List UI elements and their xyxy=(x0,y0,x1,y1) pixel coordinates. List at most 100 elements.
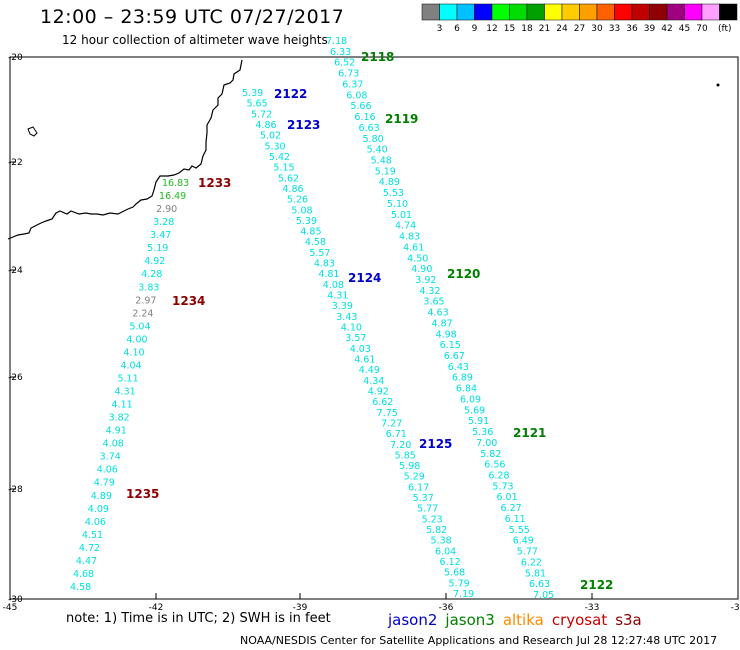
wave-height-value: 16.49 xyxy=(159,191,186,202)
legend-unit: (ft) xyxy=(718,24,732,34)
wave-height-value: 4.09 xyxy=(88,504,109,515)
wave-height-value: 4.61 xyxy=(354,354,375,365)
map-frame xyxy=(9,56,739,600)
wave-height-value: 3.92 xyxy=(415,275,436,286)
wave-height-value: 5.10 xyxy=(387,199,408,210)
wave-height-value: 4.89 xyxy=(379,177,400,188)
wave-height-value: 5.42 xyxy=(269,152,290,163)
legend-swatch xyxy=(544,3,563,21)
legend-swatch xyxy=(666,3,685,21)
legend-label: 24 xyxy=(556,24,568,34)
wave-height-value: 4.58 xyxy=(305,237,326,248)
wave-height-value: 5.39 xyxy=(242,88,263,99)
wave-height-value: 5.77 xyxy=(517,547,538,558)
legend-swatch xyxy=(561,3,580,21)
sensor-altika-label: altika xyxy=(502,611,544,629)
wave-height-value: 5.66 xyxy=(350,101,371,112)
wave-height-value: 4.31 xyxy=(115,387,136,398)
wave-height-value: 3.39 xyxy=(332,301,353,312)
wave-height-value: 6.27 xyxy=(501,503,522,514)
wave-height-value: 6.67 xyxy=(444,351,465,362)
pass-label: 2119 xyxy=(385,112,418,126)
wave-height-value: 6.22 xyxy=(521,557,542,568)
legend-label: 18 xyxy=(521,24,533,34)
wave-height-value: 3.57 xyxy=(345,333,366,344)
wave-height-value: 6.73 xyxy=(338,69,359,80)
wave-height-value: 4.72 xyxy=(79,543,100,554)
lon-tick-label: -39 xyxy=(293,603,308,613)
wave-height-value: 4.06 xyxy=(85,517,106,528)
map-subtitle: 12 hour collection of altimeter wave hei… xyxy=(62,33,328,47)
legend-swatch xyxy=(649,3,668,21)
wave-height-value: 2.97 xyxy=(135,295,156,306)
legend-label: 70 xyxy=(696,24,708,34)
wave-height-value: 6.52 xyxy=(334,58,355,69)
wave-height-value: 4.00 xyxy=(126,334,147,345)
wave-height-value: 6.89 xyxy=(452,373,473,384)
wave-height-value: 5.65 xyxy=(246,99,267,110)
wave-height-value: 5.30 xyxy=(264,141,285,152)
wave-height-value: 7.20 xyxy=(390,440,411,451)
wave-height-value: 6.01 xyxy=(496,492,517,503)
wave-height-value: 7.18 xyxy=(326,36,347,47)
wave-height-value: 7.19 xyxy=(453,589,474,600)
lon-tick-label: -33 xyxy=(585,603,600,613)
legend-label: 12 xyxy=(486,24,497,34)
wave-height-value: 6.43 xyxy=(448,362,469,373)
wave-height-value: 5.85 xyxy=(395,450,416,461)
legend-label: 42 xyxy=(661,24,672,34)
sensor-jason2-label: jason2 xyxy=(388,611,438,629)
legend-swatch xyxy=(474,3,493,21)
island-dot xyxy=(716,83,720,87)
wave-height-value: 4.08 xyxy=(103,439,124,450)
wave-height-value: 3.47 xyxy=(150,230,171,241)
wave-height-value: 3.82 xyxy=(109,413,130,424)
wave-height-value: 5.08 xyxy=(291,205,312,216)
wave-height-value: 5.02 xyxy=(260,131,281,142)
legend-label: 39 xyxy=(644,24,656,34)
legend-label: 30 xyxy=(591,24,603,34)
legend-swatch xyxy=(439,3,458,21)
wave-height-value: 4.32 xyxy=(419,286,440,297)
pass-label: 2125 xyxy=(419,437,452,451)
wave-height-value: 4.04 xyxy=(120,360,141,371)
lat-tick-label: -30 xyxy=(8,595,23,605)
lon-tick-label: -42 xyxy=(149,603,164,613)
wave-height-value: 6.37 xyxy=(342,79,363,90)
wave-height-value: 5.38 xyxy=(431,536,452,547)
wave-height-value: 4.34 xyxy=(363,376,384,387)
legend-label: 27 xyxy=(574,24,585,34)
wave-height-value: 5.53 xyxy=(383,188,404,199)
legend-swatch xyxy=(509,3,528,21)
wave-height-value: 4.10 xyxy=(341,323,362,334)
color-legend: 3 6 9 12 15 18 21 24 27 30 33 36 39 42 45 70 (ft) xyxy=(421,3,738,34)
legend-swatch xyxy=(719,3,738,21)
lon-tick-label: -30 xyxy=(731,603,740,613)
wave-height-value: 5.48 xyxy=(371,155,392,166)
wave-height-value: 6.49 xyxy=(513,536,534,547)
pass-label: 2123 xyxy=(287,118,320,132)
wave-height-value: 4.83 xyxy=(314,259,335,270)
wave-height-value: 4.92 xyxy=(368,386,389,397)
map-plot-area: -20-22-24-26-28-30-45-42-39-36-33-30 16.… xyxy=(3,36,740,613)
wave-height-value: 5.40 xyxy=(367,145,388,156)
legend-swatch xyxy=(614,3,633,21)
legend-swatch xyxy=(456,3,475,21)
sensor-s3a-label: s3a xyxy=(615,611,642,629)
legend-swatch xyxy=(596,3,615,21)
legend-label: 21 xyxy=(539,24,550,34)
lon-tick-label: -45 xyxy=(3,603,18,613)
legend-label: 36 xyxy=(626,24,638,34)
coastline-island xyxy=(27,126,38,137)
wave-height-value: 4.86 xyxy=(282,184,303,195)
wave-height-value: 3.43 xyxy=(336,312,357,323)
legend-label: 9 xyxy=(472,24,478,34)
wave-height-value: 5.01 xyxy=(391,210,412,221)
wave-height-value: 2.24 xyxy=(132,308,153,319)
pass-labels: 2118 2119 2120 2121 2122 2122 2123 2124 2125 1233… xyxy=(126,50,613,592)
coastline-brazil xyxy=(7,59,243,240)
wave-height-value: 6.15 xyxy=(440,340,461,351)
wave-height-value: 4.61 xyxy=(403,242,424,253)
legend-label: 15 xyxy=(504,24,515,34)
wave-height-value: 5.15 xyxy=(273,163,294,174)
